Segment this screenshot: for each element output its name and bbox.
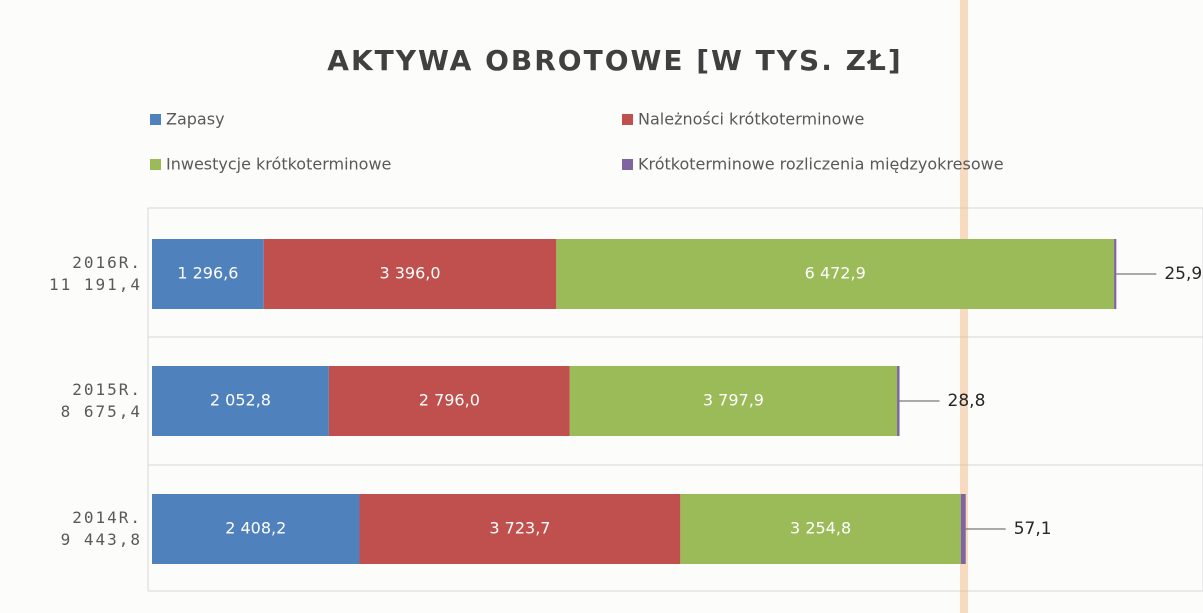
data-label: 3 723,7 xyxy=(489,519,550,538)
legend-swatch xyxy=(150,159,161,170)
category-label: 2015R. 8 675,4 xyxy=(60,380,142,421)
bar-segment xyxy=(152,366,329,436)
data-label: 2 408,2 xyxy=(225,519,286,538)
bar-segment xyxy=(1114,239,1117,309)
bar-segment xyxy=(263,239,557,309)
bar-segment xyxy=(960,494,966,564)
bar-segment xyxy=(897,366,900,436)
category-label: 2014R. 9 443,8 xyxy=(60,508,142,549)
legend-label: Krótkoterminowe rozliczenia międzyokreso… xyxy=(638,155,1004,174)
legend-swatch xyxy=(622,159,633,170)
bar-segment xyxy=(680,494,961,564)
data-label: 3 396,0 xyxy=(379,264,440,283)
bar-segment xyxy=(152,239,264,309)
category-label: 2016R. 11 191,4 xyxy=(48,253,142,294)
data-label: 25,9 xyxy=(1164,264,1202,284)
data-label: 2 052,8 xyxy=(210,391,271,410)
legend-swatch xyxy=(150,114,161,125)
data-label: 57,1 xyxy=(1014,519,1052,539)
legend-swatch xyxy=(622,114,633,125)
data-label: 6 472,9 xyxy=(805,264,866,283)
bar-segment xyxy=(556,239,1115,309)
data-label: 3 797,9 xyxy=(703,391,764,410)
data-label: 1 296,6 xyxy=(177,264,238,283)
data-label: 3 254,8 xyxy=(790,519,851,538)
bar-segment xyxy=(152,494,360,564)
chart-title: AKTYWA OBROTOWE [W TYS. ZŁ] xyxy=(327,44,902,77)
plot-frame xyxy=(147,207,1203,592)
data-label: 28,8 xyxy=(948,391,986,411)
data-label: 2 796,0 xyxy=(419,391,480,410)
bar-segment xyxy=(359,494,681,564)
bar-segment xyxy=(328,366,570,436)
legend-label: Inwestycje krótkoterminowe xyxy=(166,155,391,174)
bar-segment xyxy=(569,366,898,436)
legend-label: Zapasy xyxy=(166,110,225,129)
legend-label: Należności krótkoterminowe xyxy=(638,110,864,129)
